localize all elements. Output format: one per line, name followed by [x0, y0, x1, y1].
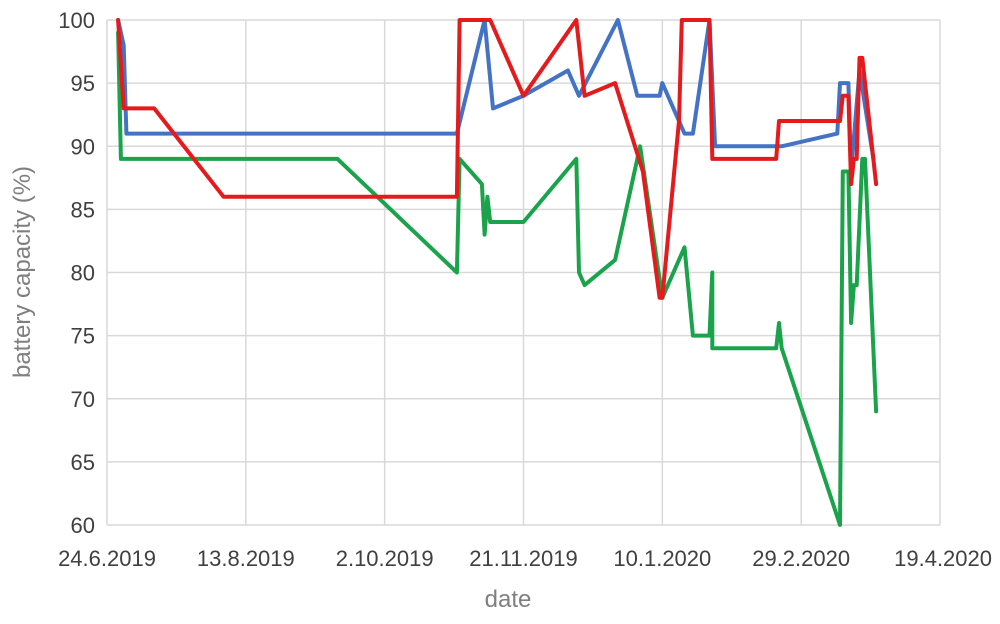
x-axis-title: date [485, 586, 532, 613]
x-tick-label: 13.8.2019 [197, 546, 295, 571]
x-axis-tick-labels: 24.6.2019 13.8.2019 2.10.2019 21.11.2019 10.… [58, 546, 992, 571]
x-tick-label: 19.4.2020 [894, 546, 992, 571]
x-tick-label: 10.1.2020 [613, 546, 711, 571]
x-tick-label: 24.6.2019 [58, 546, 156, 571]
series-lines [116, 18, 879, 527]
x-tick-label: 21.11.2019 [469, 546, 577, 571]
gridlines [106, 19, 941, 526]
y-tick-label: 75 [71, 324, 95, 349]
x-tick-label: 2.10.2019 [336, 546, 434, 571]
series-line-3 [116, 18, 879, 300]
x-tick-label: 29.2.2020 [752, 546, 850, 571]
series-line-2 [116, 30, 879, 527]
y-tick-label: 65 [71, 450, 95, 475]
y-tick-label: 85 [71, 197, 95, 222]
y-tick-label: 95 [71, 71, 95, 96]
y-tick-label: 90 [71, 134, 95, 159]
y-axis-title: battery capacity (%) [9, 166, 36, 378]
y-tick-label: 100 [58, 8, 95, 33]
y-tick-label: 70 [71, 387, 95, 412]
series-line-1 [116, 18, 876, 174]
y-tick-label: 80 [71, 261, 95, 286]
y-axis-tick-labels: 60 65 70 75 80 85 90 95 100 [58, 8, 95, 538]
y-tick-label: 60 [71, 513, 95, 538]
